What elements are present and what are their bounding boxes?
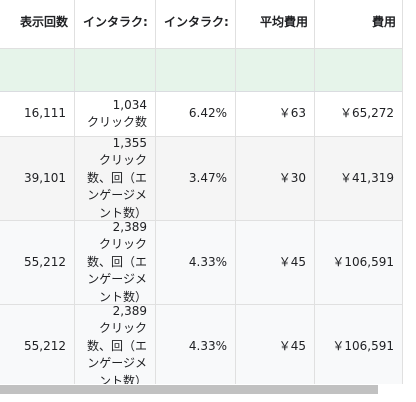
column-header-impressions[interactable]: 表示回数 [19,15,68,29]
table-row: 16,111 1,034 クリック数 6.42% ￥63 ￥65,272 [0,92,402,137]
avg-cost-cell: ￥45 [235,221,314,304]
interactions-cell: 1,355 クリック 数、回（エ ンゲージメ ント数） [74,136,155,220]
cost-cell: ￥106,591 [314,305,402,388]
impressions-cell: 55,212 [24,338,66,353]
interaction-rate-cell: 3.47% [155,137,235,220]
cost-cell: ￥41,319 [314,137,402,220]
horizontal-scrollbar-thumb[interactable] [0,385,378,394]
interaction-rate-cell: 4.33% [155,305,235,388]
interaction-rate-cell: 4.33% [155,221,235,304]
impressions-cell: 16,111 [24,106,66,121]
interactions-cell: 2,389 クリック 数、回（エ ンゲージメ ント数） [74,220,155,304]
cost-cell: ￥65,272 [314,92,402,136]
table-row: 55,212 2,389 クリック 数、回（エ ンゲージメ ント数） 4.33%… [0,220,402,305]
interaction-rate-cell: 6.42% [155,92,235,136]
interactions-cell: 1,034 クリック数 [74,92,155,136]
column-header-interactions[interactable]: インタラク: [74,0,155,48]
report-table: 表示回数 インタラク: インタラク: 平均費用 費用 16,111 1,034 … [0,0,403,389]
summary-row [0,49,402,92]
interactions-cell: 2,389 クリック 数、回（エ ンゲージメ ント数） [74,304,155,388]
avg-cost-cell: ￥30 [235,137,314,220]
column-header-cost[interactable]: 費用 [314,0,402,48]
cost-cell: ￥106,591 [314,221,402,304]
table-header: 表示回数 インタラク: インタラク: 平均費用 費用 [0,0,402,49]
avg-cost-cell: ￥63 [235,92,314,136]
avg-cost-cell: ￥45 [235,305,314,388]
column-header-interaction-rate[interactable]: インタラク: [155,0,235,48]
impressions-cell: 55,212 [24,254,66,269]
impressions-cell: 39,101 [24,170,66,185]
table-row: 55,212 2,389 クリック 数、回（エ ンゲージメ ント数） 4.33%… [0,304,402,389]
table-row: 39,101 1,355 クリック 数、回（エ ンゲージメ ント数） 3.47%… [0,136,402,221]
column-header-avg-cost[interactable]: 平均費用 [235,0,314,48]
